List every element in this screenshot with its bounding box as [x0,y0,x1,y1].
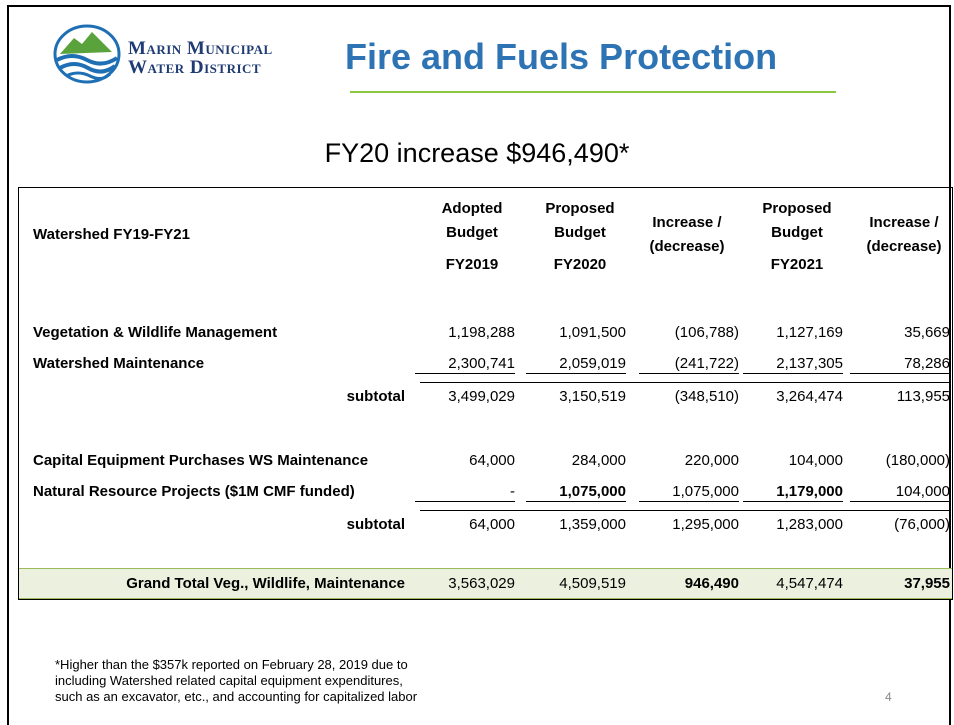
cell-value: 3,264,474 [776,388,843,405]
row-label: Grand Total Veg., Wildlife, Maintenance [126,575,405,592]
column-header: Proposed [762,200,832,217]
row-label: Capital Equipment Purchases WS Maintenan… [33,452,369,469]
cell-value: - [415,483,515,502]
cell-value: 104,000 [850,483,950,502]
row-label: subtotal [346,516,405,533]
table-frame [18,187,953,600]
column-header: Adopted [441,200,503,217]
column-header: (decrease) [866,238,942,255]
cell-value: 220,000 [684,452,739,469]
row-label: Natural Resource Projects ($1M CMF funde… [33,483,355,500]
cell-value: 2,059,019 [526,355,626,374]
cell-value: 1,075,000 [639,483,739,502]
cell-value: 64,000 [469,516,515,533]
grand-total-band [19,568,952,599]
logo-text: Marin Municipal [128,38,273,59]
column-header: Budget [554,224,606,241]
slide-title: Fire and Fuels Protection [345,36,778,77]
cell-value: 3,563,029 [448,575,515,592]
cell-value: 1,091,500 [559,324,626,341]
logo-icon [53,24,121,84]
cell-value: 946,490 [684,575,739,592]
cell-value: 1,198,288 [448,324,515,341]
cell-value: 1,359,000 [559,516,626,533]
column-header: Increase / [652,214,722,231]
cell-value: 3,150,519 [559,388,626,405]
subtotal-rule [420,510,950,511]
cell-value: (76,000) [894,516,950,533]
column-header: (decrease) [649,238,725,255]
row-label: subtotal [346,388,405,405]
page-number: 4 [885,690,892,704]
cell-value: 64,000 [469,452,515,469]
cell-value: 284,000 [571,452,626,469]
column-header: FY2020 [553,256,607,273]
table-heading: Watershed FY19-FY21 [33,226,190,243]
cell-value: 1,179,000 [743,483,843,502]
cell-value: 3,499,029 [448,388,515,405]
cell-value: 113,955 [896,388,950,405]
cell-value: 35,669 [904,324,950,341]
cell-value: 1,295,000 [672,516,739,533]
row-label: Vegetation & Wildlife Management [33,324,278,341]
cell-value: (348,510) [674,388,739,405]
subtotal-rule [420,382,950,383]
footnote-line: such as an excavator, etc., and accounti… [55,689,418,704]
column-header: Increase / [869,214,939,231]
cell-value: (106,788) [674,324,739,341]
slide-frame [7,5,951,725]
cell-value: 2,300,741 [415,355,515,374]
cell-value: 2,137,305 [743,355,843,374]
cell-value: 1,075,000 [526,483,626,502]
title-rule [350,91,836,93]
cell-value: 1,127,169 [776,324,843,341]
cell-value: (241,722) [639,355,739,374]
column-header: Budget [446,224,498,241]
column-header: Budget [771,224,823,241]
cell-value: 37,955 [904,575,950,592]
column-header: Proposed [545,200,615,217]
subtitle: FY20 increase $946,490* [324,138,630,168]
cell-value: (180,000) [885,452,950,469]
footnote-line: including Watershed related capital equi… [55,673,403,688]
cell-value: 104,000 [788,452,843,469]
column-header: FY2021 [770,256,824,273]
column-header: FY2019 [445,256,499,273]
cell-value: 4,509,519 [559,575,626,592]
cell-value: 1,283,000 [776,516,843,533]
footnote-line: *Higher than the $357k reported on Febru… [55,657,408,672]
logo-text: Water District [128,57,262,78]
row-label: Watershed Maintenance [33,355,205,372]
cell-value: 4,547,474 [776,575,843,592]
cell-value: 78,286 [850,355,950,374]
